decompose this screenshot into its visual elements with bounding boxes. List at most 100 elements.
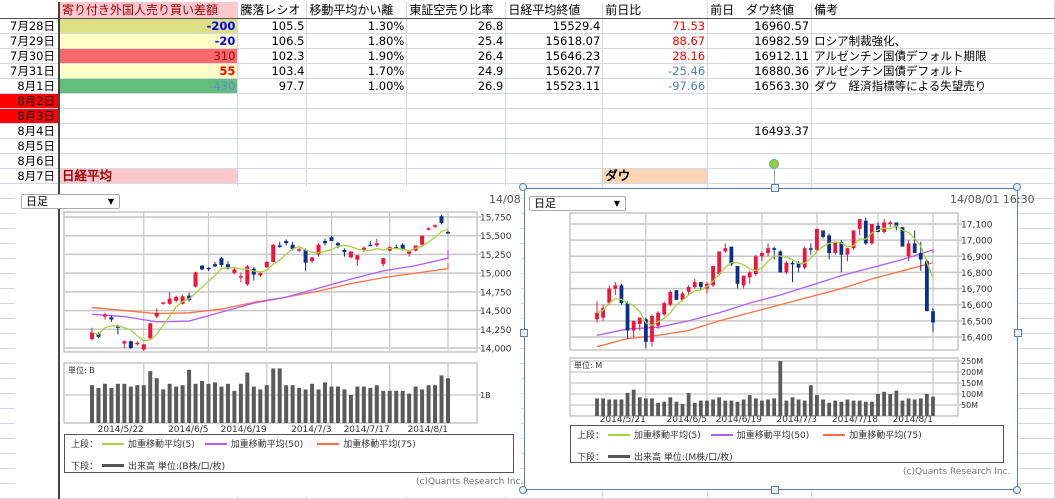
change-cell[interactable] [602, 138, 709, 154]
foreign-flow-cell[interactable]: -430 [58, 78, 239, 94]
nikkei-close-cell[interactable]: 15646.23 [505, 48, 604, 64]
header-col-nikkei[interactable]: 日経平均終値 [505, 2, 604, 19]
note-cell[interactable] [811, 168, 1055, 184]
note-cell[interactable]: アルゼンチン国債デフォルト期限 [811, 48, 1055, 64]
dow-close-cell[interactable]: 16912.11 [707, 48, 813, 64]
ma-deviation-cell[interactable] [306, 138, 408, 154]
change-cell[interactable] [602, 123, 709, 139]
dow-close-cell[interactable] [707, 138, 813, 154]
change-cell[interactable]: 28.16 [602, 48, 709, 64]
header-col-short[interactable]: 東証空売り比率 [406, 2, 507, 19]
adr-cell[interactable] [237, 108, 308, 124]
dow-close-cell[interactable] [707, 108, 813, 124]
adr-cell[interactable] [237, 138, 308, 154]
nikkei-close-cell[interactable]: 15620.77 [505, 63, 604, 79]
header-col-ma-dev[interactable]: 移動平均かい離 [306, 2, 408, 19]
resize-handle-se[interactable] [1013, 486, 1021, 494]
short-ratio-cell[interactable] [406, 93, 507, 109]
change-cell[interactable]: 88.67 [602, 33, 709, 49]
adr-cell[interactable]: 102.3 [237, 48, 308, 64]
row-date[interactable]: 7月28日 [0, 18, 60, 34]
ma-deviation-cell[interactable]: 1.30% [306, 18, 408, 34]
nikkei-close-cell[interactable] [505, 108, 604, 124]
row-date[interactable]: 8月1日 [0, 78, 60, 94]
nikkei-close-cell[interactable] [505, 168, 604, 184]
change-cell[interactable]: -97.66 [602, 78, 709, 94]
short-ratio-cell[interactable] [406, 138, 507, 154]
foreign-flow-cell[interactable]: -20 [58, 33, 239, 49]
header-corner[interactable] [0, 2, 60, 19]
nikkei-close-cell[interactable]: 15618.07 [505, 33, 604, 49]
note-cell[interactable]: ダウ 経済指標等による失望売り [811, 78, 1055, 94]
dow-close-cell[interactable]: 16982.59 [707, 33, 813, 49]
ma-deviation-cell[interactable]: 1.80% [306, 33, 408, 49]
row-date[interactable]: 7月30日 [0, 48, 60, 64]
short-ratio-cell[interactable] [406, 108, 507, 124]
adr-cell[interactable] [237, 123, 308, 139]
resize-handle-e[interactable] [1014, 329, 1022, 337]
short-ratio-cell[interactable]: 25.4 [406, 33, 507, 49]
resize-handle-nw[interactable] [519, 183, 527, 191]
foreign-flow-cell[interactable]: 55 [58, 63, 239, 79]
resize-handle-w[interactable] [520, 329, 528, 337]
dow-close-cell[interactable]: 16563.30 [707, 78, 813, 94]
resize-handle-n[interactable] [771, 184, 779, 192]
nikkei-label-cell[interactable]: 日経平均 [58, 168, 239, 184]
header-col-adr[interactable]: 騰落レシオ [237, 2, 308, 19]
foreign-flow-cell[interactable] [58, 138, 239, 154]
ma-deviation-cell[interactable] [306, 153, 408, 169]
rotate-handle[interactable] [769, 159, 779, 169]
resize-handle-sw[interactable] [519, 486, 527, 494]
dow-close-cell[interactable]: 16960.57 [707, 18, 813, 34]
short-ratio-cell[interactable] [406, 123, 507, 139]
adr-cell[interactable]: 97.7 [237, 78, 308, 94]
foreign-flow-cell[interactable]: -200 [58, 18, 239, 34]
nikkei-period-dropdown[interactable]: 日足 ▼ [21, 194, 120, 209]
change-cell[interactable]: 71.53 [602, 18, 709, 34]
change-cell[interactable] [602, 153, 709, 169]
ma-deviation-cell[interactable] [306, 108, 408, 124]
header-col-note[interactable]: 備考 [811, 2, 1055, 19]
row-date[interactable]: 8月6日 [0, 153, 60, 169]
short-ratio-cell[interactable] [406, 153, 507, 169]
note-cell[interactable]: アルゼンチン国債デフォルト [811, 63, 1055, 79]
note-cell[interactable] [811, 108, 1055, 124]
note-cell[interactable] [811, 123, 1055, 139]
ma-deviation-cell[interactable]: 1.90% [306, 48, 408, 64]
header-col-dow[interactable]: 前日 ダウ終値 [707, 2, 813, 19]
dow-close-cell[interactable]: 16880.36 [707, 63, 813, 79]
nikkei-close-cell[interactable] [505, 93, 604, 109]
dow-close-cell[interactable]: 16493.37 [707, 123, 813, 139]
dow-period-dropdown[interactable]: 日足 ▼ [529, 196, 626, 211]
resize-handle-ne[interactable] [1013, 183, 1021, 191]
nikkei-close-cell[interactable] [505, 138, 604, 154]
adr-cell[interactable] [237, 153, 308, 169]
foreign-flow-cell[interactable]: 310 [58, 48, 239, 64]
foreign-flow-cell[interactable] [58, 93, 239, 109]
note-cell[interactable] [811, 138, 1055, 154]
dow-label-cell[interactable]: ダウ [602, 168, 709, 184]
short-ratio-cell[interactable]: 26.4 [406, 48, 507, 64]
change-cell[interactable] [602, 93, 709, 109]
foreign-flow-cell[interactable] [58, 153, 239, 169]
ma-deviation-cell[interactable] [306, 123, 408, 139]
row-date[interactable]: 8月4日 [0, 123, 60, 139]
change-cell[interactable] [602, 108, 709, 124]
short-ratio-cell[interactable] [406, 168, 507, 184]
header-col-flow[interactable]: 寄り付き外国人売り買い差額 [58, 2, 239, 19]
ma-deviation-cell[interactable]: 1.00% [306, 78, 408, 94]
note-cell[interactable] [811, 18, 1055, 34]
row-date[interactable]: 8月2日 [0, 93, 60, 109]
adr-cell[interactable] [237, 93, 308, 109]
short-ratio-cell[interactable]: 24.9 [406, 63, 507, 79]
row-date[interactable]: 7月29日 [0, 33, 60, 49]
nikkei-close-cell[interactable] [505, 153, 604, 169]
adr-cell[interactable]: 103.4 [237, 63, 308, 79]
nikkei-close-cell[interactable]: 15523.11 [505, 78, 604, 94]
ma-deviation-cell[interactable]: 1.70% [306, 63, 408, 79]
note-cell[interactable]: ロシア制裁強化、 [811, 33, 1055, 49]
row-date[interactable]: 8月3日 [0, 108, 60, 124]
short-ratio-cell[interactable]: 26.8 [406, 18, 507, 34]
nikkei-close-cell[interactable] [505, 123, 604, 139]
change-cell[interactable]: -25.46 [602, 63, 709, 79]
